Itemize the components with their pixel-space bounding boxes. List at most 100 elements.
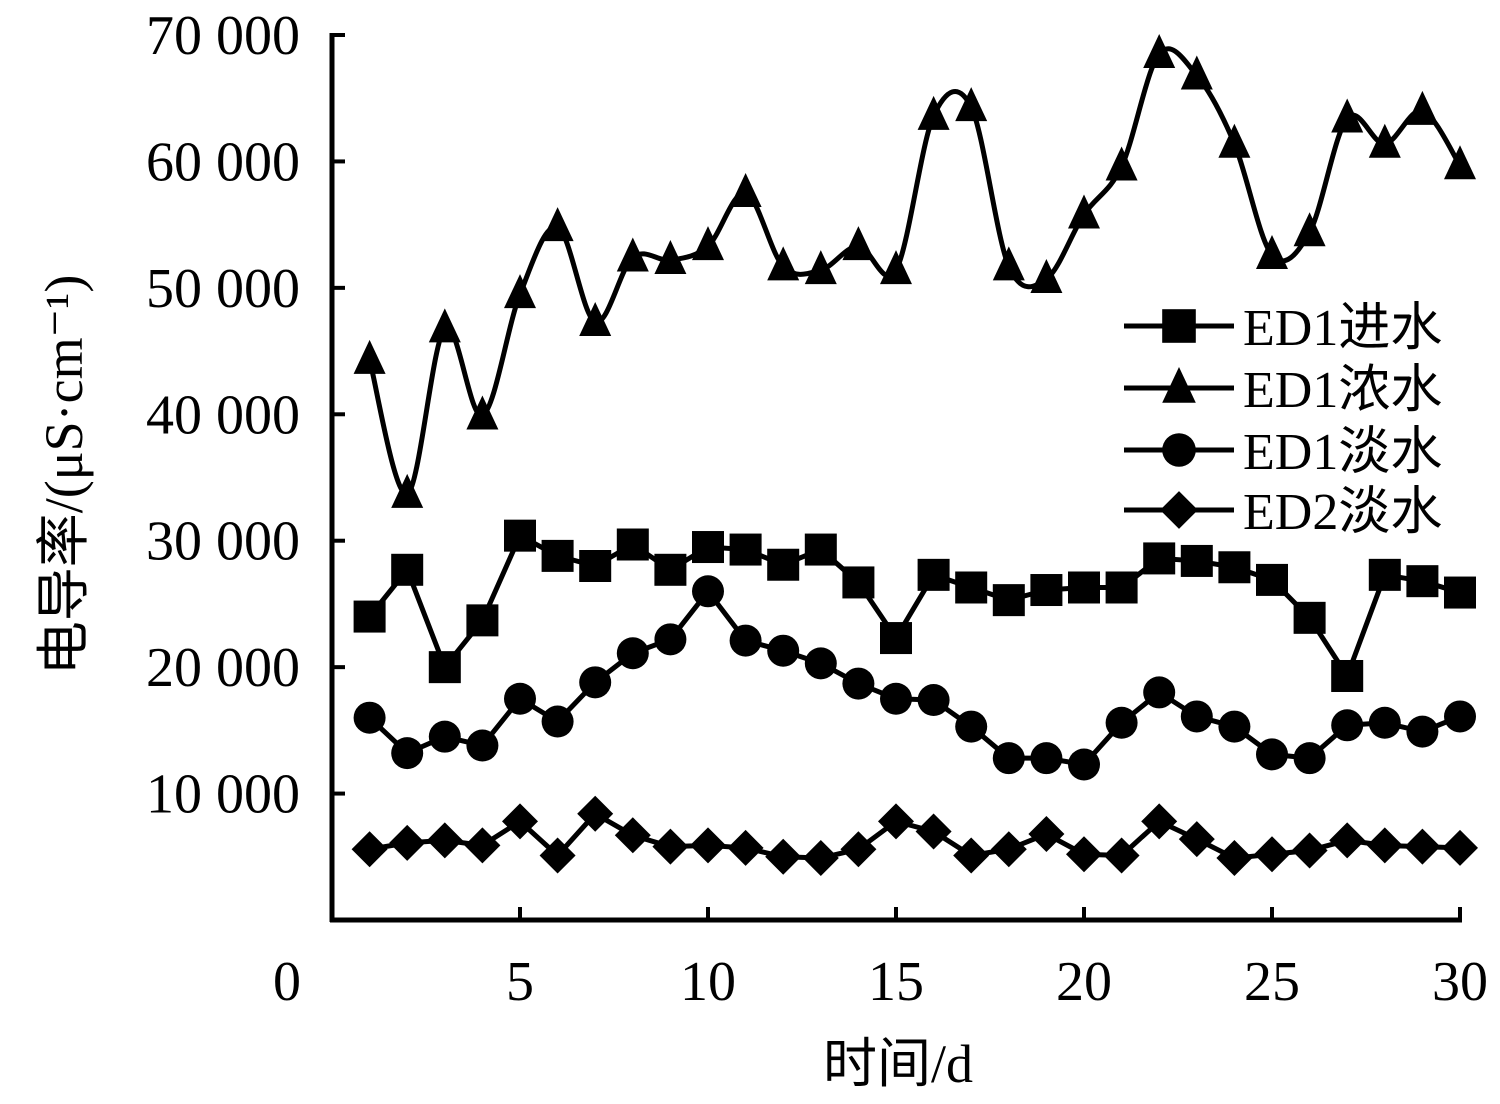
data-point-square	[917, 558, 950, 591]
series-circle	[353, 575, 1476, 781]
y-tick-label: 10 000	[146, 764, 300, 826]
x-tick-label: 15	[868, 951, 924, 1013]
data-point-diamond	[802, 840, 839, 877]
data-point-diamond	[1291, 832, 1328, 869]
data-point-square	[1030, 574, 1063, 607]
data-point-diamond	[690, 827, 726, 864]
data-point-diamond	[1103, 837, 1140, 874]
data-point-square	[992, 584, 1025, 617]
data-point-diamond	[1141, 803, 1178, 840]
data-point-diamond	[1442, 829, 1478, 866]
data-point-circle	[692, 575, 724, 608]
data-point-square	[541, 539, 574, 572]
data-point-triangle	[804, 250, 837, 285]
data-point-diamond	[1160, 491, 1198, 529]
data-point-circle	[654, 623, 687, 656]
data-point-circle	[955, 710, 988, 743]
data-point-square	[955, 571, 988, 604]
data-point-triangle	[1444, 145, 1476, 180]
data-point-circle	[428, 720, 461, 753]
data-point-triangle	[1331, 98, 1364, 133]
data-point-diamond	[502, 803, 538, 840]
data-point-square	[1444, 576, 1476, 609]
data-point-triangle	[1256, 234, 1288, 269]
data-point-circle	[579, 666, 612, 699]
legend-label: ED1淡水	[1243, 424, 1442, 481]
data-point-square	[353, 600, 386, 633]
data-point-circle	[992, 742, 1025, 775]
data-point-square	[1162, 309, 1196, 343]
legend-label: ED1进水	[1243, 300, 1442, 357]
data-point-square	[842, 566, 875, 599]
y-tick-label: 50 000	[146, 258, 300, 320]
data-point-circle	[466, 729, 499, 762]
data-point-circle	[1030, 742, 1063, 775]
data-point-square	[466, 604, 499, 637]
legend-item: ED1淡水	[1124, 424, 1442, 481]
data-point-square	[1406, 565, 1439, 598]
data-point-triangle	[428, 308, 461, 343]
data-point-circle	[767, 634, 800, 667]
data-point-triangle	[1368, 123, 1401, 158]
data-point-square	[504, 519, 536, 552]
data-point-triangle	[1180, 55, 1213, 90]
axes: 10 000 20 000 30 000 40 000 50 000 60 000 70 0…	[146, 5, 1488, 1013]
y-tick-label: 70 000	[146, 5, 300, 67]
data-point-triangle	[654, 240, 687, 275]
x-ticks: 0 5 10 15 20 25 30	[273, 907, 1488, 1013]
data-point-diamond	[1404, 828, 1441, 865]
data-point-circle	[804, 647, 837, 680]
data-point-square	[391, 553, 424, 586]
data-point-circle	[1256, 738, 1288, 771]
data-point-diamond	[1216, 840, 1253, 877]
data-point-circle	[1180, 700, 1213, 733]
data-point-square	[1143, 542, 1176, 575]
data-point-triangle	[504, 274, 536, 309]
data-point-square	[880, 622, 912, 655]
x-tick-label: 30	[1432, 951, 1488, 1013]
data-point-circle	[842, 667, 875, 700]
data-point-square	[1293, 601, 1326, 634]
data-point-diamond	[426, 822, 463, 859]
data-point-square	[654, 553, 687, 586]
data-point-triangle	[729, 173, 762, 208]
legend-label: ED1浓水	[1243, 362, 1442, 419]
data-point-square	[1218, 551, 1251, 584]
data-point-square	[1105, 571, 1138, 604]
data-point-diamond	[351, 831, 388, 868]
data-point-square	[579, 550, 612, 582]
data-point-diamond	[464, 827, 501, 864]
data-point-square	[1180, 544, 1213, 577]
data-point-diamond	[840, 831, 877, 868]
data-point-triangle	[541, 207, 574, 242]
data-point-square	[767, 548, 800, 581]
data-point-diamond	[990, 831, 1027, 868]
data-point-triangle	[767, 246, 800, 281]
data-point-triangle	[880, 250, 912, 285]
data-point-diamond	[878, 803, 914, 840]
data-point-diamond	[389, 824, 426, 861]
data-point-diamond	[727, 829, 764, 866]
x-tick-label: 10	[680, 951, 736, 1013]
data-point-triangle	[992, 246, 1025, 281]
legend-label: ED2淡水	[1243, 484, 1442, 541]
data-point-triangle	[842, 226, 875, 261]
data-point-circle	[1444, 700, 1476, 733]
data-point-diamond	[1028, 816, 1065, 853]
data-point-triangle	[1030, 259, 1063, 294]
data-point-square	[729, 533, 762, 566]
data-point-diamond	[1178, 821, 1215, 858]
y-tick-label: 60 000	[146, 131, 300, 193]
data-point-circle	[729, 624, 762, 657]
data-point-triangle	[466, 395, 499, 430]
series-diamond	[351, 795, 1478, 877]
data-point-diamond	[1066, 836, 1102, 873]
y-tick-label: 40 000	[146, 384, 300, 446]
data-point-circle	[917, 684, 950, 717]
data-point-circle	[1162, 433, 1196, 467]
data-point-circle	[1406, 715, 1439, 748]
y-tick-label: 30 000	[146, 511, 300, 573]
data-point-square	[1368, 558, 1401, 591]
